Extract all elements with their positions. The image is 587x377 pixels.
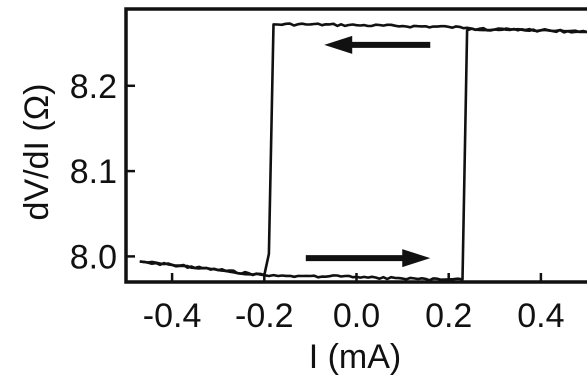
x-tick-label: 0.4	[517, 297, 564, 335]
arrow-head	[324, 35, 353, 54]
axes: -0.4 -0.2 0.0 0.2 0.4 8.0 8.1 8.2	[70, 7, 587, 335]
plot-frame	[124, 7, 587, 284]
x-tick-label: 0.2	[425, 297, 472, 335]
x-tick-label: 0.0	[333, 297, 380, 335]
x-tick-label: -0.2	[235, 297, 294, 335]
series-line-2	[139, 26, 587, 282]
plot-area	[139, 22, 587, 282]
arrow-left	[324, 35, 431, 54]
y-tick-label: 8.1	[70, 153, 117, 191]
y-tick-label: 8.0	[70, 238, 117, 276]
arrow-head	[402, 249, 431, 268]
arrow-right	[305, 249, 431, 268]
y-tick-label: 8.2	[70, 68, 117, 106]
x-tick-label: -0.4	[143, 297, 202, 335]
x-axis-title: I (mA)	[309, 338, 402, 376]
y-axis-title: dV/dI (Ω)	[18, 84, 56, 221]
series-line-1	[139, 22, 587, 277]
